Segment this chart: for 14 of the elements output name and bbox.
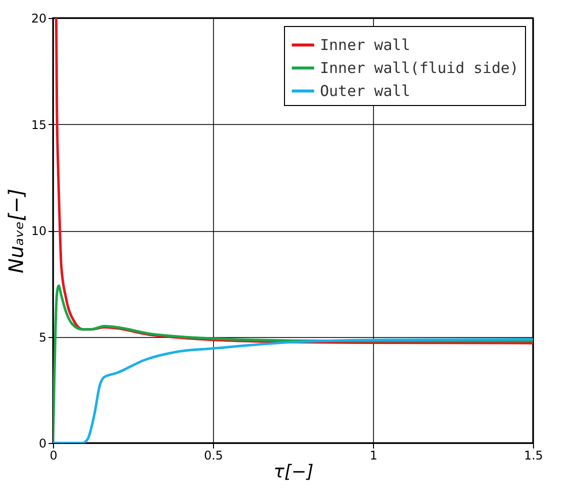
y-tick-label: 5 (38, 330, 46, 344)
legend-label: Inner wall (320, 36, 410, 54)
x-axis-title: τ[−] (274, 462, 314, 482)
x-tick-label: 1 (370, 448, 378, 462)
legend-label: Inner wall(fluid side) (320, 59, 519, 77)
y-tick-label: 15 (31, 118, 46, 132)
x-tick-label: 0.5 (204, 448, 224, 462)
legend-label: Outer wall (320, 82, 410, 100)
y-tick-label: 10 (31, 224, 46, 238)
x-tick-label: 1.5 (524, 448, 544, 462)
y-tick-label: 0 (38, 436, 46, 450)
y-tick-label: 20 (31, 12, 46, 26)
y-axis-title: Nuₐᵥₑ[−] (4, 188, 28, 274)
x-tick-label: 0 (50, 448, 58, 462)
